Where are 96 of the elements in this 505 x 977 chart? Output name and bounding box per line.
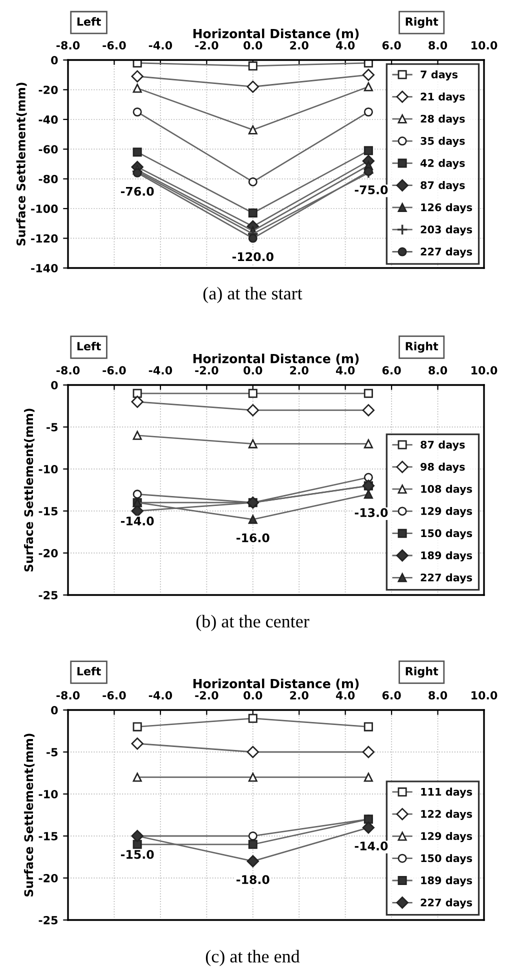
annotation: -14.0 [120,516,154,526]
y-tick-label: 0 [51,56,58,64]
y-tick-label: -25 [38,916,58,924]
x-tick-label: 0.0 [244,691,262,700]
y-tick-label: -10 [38,464,58,474]
x-tick-label: 6.0 [382,366,401,375]
legend-label: 189 days [421,876,472,886]
x-tick-label: -8.0 [56,366,80,375]
legend-label: 42 days [420,158,465,170]
y-tick-label: -40 [38,115,58,124]
legend-label: 122 days [421,810,472,820]
x-tick-label: 4.0 [336,691,355,700]
x-tick-label: 2.0 [290,366,308,375]
legend-label: 227 days [420,247,472,258]
x-tick-label: 2.0 [290,41,308,50]
y-tick-label: -5 [46,423,58,432]
y-tick-label: -20 [38,86,58,94]
y-axis-title: Surface Settlement(mm) [24,408,35,572]
x-axis-title: Horizontal Distance (m) [193,354,359,365]
annotation: -14.0 [354,842,388,850]
x-tick-label: 0.0 [244,366,262,375]
annotation: -120.0 [232,252,274,262]
x-tick-label: -2.0 [195,41,218,50]
x-tick-label: -6.0 [102,691,126,700]
y-axis-title: Surface Settlement(mm) [16,82,27,246]
x-tick-label: -8.0 [56,691,80,700]
legend-label: 98 days [420,462,465,473]
y-tick-label: -80 [38,174,58,184]
x-tick-label: 4.0 [336,41,355,50]
y-tick-label: 0 [51,706,58,714]
legend-label: 87 days [420,440,465,451]
y-tick-label: -20 [38,874,58,882]
x-tick-label: -4.0 [148,366,172,375]
y-tick-label: -120 [31,234,58,243]
annotation: -18.0 [236,875,270,884]
legend-label: 150 days [421,529,472,540]
text: Right [406,342,438,353]
legend-label: 87 days [420,181,465,192]
annotation: -76.0 [120,186,154,196]
text: Left [77,17,101,26]
x-tick-label: 10.0 [472,41,498,50]
y-tick-label: -20 [38,548,58,558]
x-tick-label: 6.0 [382,691,401,700]
legend-label: 7 days [420,70,458,81]
text: Right [406,666,438,678]
x-tick-label: 6.0 [382,41,401,50]
legend-label: 189 days [421,551,472,562]
x-tick-label: 8.0 [428,691,448,700]
legend-label: 126 days [421,203,472,214]
x-tick-label: -6.0 [102,366,126,375]
legend-label: 227 days [420,898,472,909]
legend-label: 28 days [420,114,465,125]
legend-label: 111 days [421,788,472,798]
x-tick-label: 4.0 [336,366,355,375]
legend-label: 108 days [421,484,472,495]
x-tick-label: -6.0 [102,41,126,50]
x-tick-label: -8.0 [56,41,80,50]
text: Right [406,17,438,28]
y-tick-label: -15 [38,507,58,516]
annotation: -15.0 [120,850,154,859]
x-tick-label: 0.0 [244,41,262,50]
x-tick-label: 10.0 [472,366,498,375]
x-tick-label: 10.0 [472,691,498,700]
x-tick-label: -4.0 [148,41,172,50]
x-tick-label: 8.0 [428,41,448,50]
x-tick-label: 2.0 [290,691,308,700]
x-tick-label: -4.0 [148,691,172,700]
y-tick-label: -100 [31,204,58,213]
legend-label: 227 days [420,573,472,584]
text: (b) at the center [196,614,310,632]
x-tick-label: -2.0 [195,366,218,375]
annotation: -75.0 [354,185,388,194]
annotation: -16.0 [236,533,270,542]
legend-label: 150 days [421,854,472,864]
legend-label: 203 days [420,225,472,236]
y-tick-label: -140 [31,264,58,272]
legend-label: 129 days [421,506,472,518]
text: Left [77,342,101,350]
y-tick-label: -25 [38,590,58,600]
text: Left [77,666,101,676]
annotation: -13.0 [354,508,388,518]
legend-label: 21 days [420,92,465,103]
text: (a) at the start [203,286,302,304]
y-tick-label: -5 [46,748,58,756]
x-axis-title: Horizontal Distance (m) [193,678,359,690]
x-tick-label: -2.0 [195,691,218,700]
y-tick-label: -60 [38,145,58,154]
x-axis-title: Horizontal Distance (m) [193,28,359,40]
y-tick-label: 0 [51,380,58,390]
y-axis-title: Surface Settlement(mm) [24,734,35,896]
legend-label: 129 days [421,832,472,842]
text: (c) at the end [206,950,300,966]
y-tick-label: -10 [38,790,58,798]
x-tick-label: 8.0 [428,366,448,375]
legend-label: 35 days [420,136,465,147]
y-tick-label: -15 [38,832,58,840]
